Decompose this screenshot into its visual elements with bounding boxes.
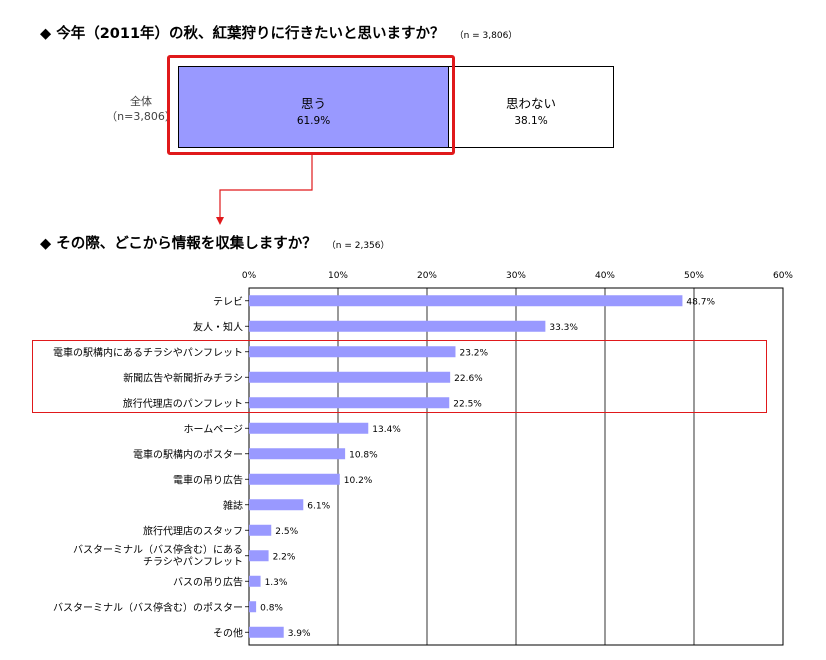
- question-1-title: ◆ 今年（2011年）の秋、紅葉狩りに行きたいと思いますか？ （n = 3,806…: [40, 26, 518, 42]
- total-label-text: 全体: [130, 95, 152, 108]
- data-label: 23.2%: [459, 348, 488, 358]
- category-label: バスターミナル（バス停含む）にある: [73, 543, 243, 556]
- bar: [249, 371, 451, 383]
- bar: [249, 397, 450, 409]
- x-tick-label: 60%: [773, 271, 793, 281]
- total-sample-size: （n=3,806）: [106, 110, 176, 123]
- stacked-segment-no: 思わない 38.1%: [448, 66, 614, 148]
- data-label: 33.3%: [549, 323, 578, 333]
- category-label: その他: [213, 626, 243, 639]
- data-label: 10.8%: [349, 450, 378, 460]
- category-label: 雑誌: [223, 499, 243, 512]
- stacked-segment-yes: 思う 61.9%: [178, 66, 449, 148]
- data-label: 48.7%: [686, 297, 715, 307]
- category-label: ホームページ: [184, 423, 244, 435]
- bar: [249, 601, 257, 613]
- x-tick-label: 0%: [242, 271, 257, 281]
- category-label: 電車の駅構内のポスター: [133, 448, 243, 461]
- bar: [249, 626, 284, 638]
- x-tick-label: 10%: [328, 271, 348, 281]
- segment-yes-label: 思う: [300, 96, 326, 111]
- x-tick-label: 30%: [506, 271, 526, 281]
- category-label: テレビ: [213, 296, 243, 308]
- x-tick-label: 40%: [595, 271, 615, 281]
- category-label: 友人・知人: [193, 320, 243, 333]
- data-label: 2.5%: [275, 527, 298, 537]
- data-label: 0.8%: [260, 603, 283, 613]
- question-2-text: その際、どこから情報を収集しますか？: [56, 236, 317, 252]
- data-label: 10.2%: [344, 476, 373, 486]
- segment-yes-percent: 61.9%: [296, 115, 331, 127]
- data-label: 6.1%: [307, 501, 330, 511]
- segment-no-percent: 38.1%: [514, 115, 548, 127]
- category-label: バスターミナル（バス停含む）のポスター: [53, 601, 243, 614]
- segment-no-label: 思わない: [505, 96, 556, 111]
- question-1-text: 今年（2011年）の秋、紅葉狩りに行きたいと思いますか？: [56, 26, 445, 42]
- connector-line: [219, 155, 313, 218]
- bar: [249, 320, 546, 332]
- category-label: 旅行代理店のスタッフ: [143, 524, 243, 537]
- data-label: 1.3%: [265, 578, 288, 588]
- data-label: 22.5%: [453, 399, 482, 409]
- x-tick-label: 50%: [684, 271, 704, 281]
- data-label: 13.4%: [372, 425, 401, 435]
- category-label: 新聞広告や新聞折みチラシ: [123, 371, 243, 384]
- category-label: 電車の吊り広告: [173, 473, 243, 486]
- category-label: バスの吊り広告: [173, 575, 243, 588]
- data-label: 22.6%: [454, 374, 483, 384]
- bar: [249, 448, 346, 460]
- bar: [249, 295, 683, 307]
- bar: [249, 550, 269, 562]
- category-label: チラシやパンフレット: [143, 556, 243, 568]
- total-label: 全体 （n=3,806）: [106, 94, 176, 124]
- bar: [249, 346, 456, 358]
- category-label: 旅行代理店のパンフレット: [123, 397, 243, 410]
- category-label: 電車の駅構内にあるチラシやパンフレット: [53, 346, 243, 359]
- bar: [249, 575, 261, 587]
- data-label: 2.2%: [273, 552, 296, 562]
- x-tick-label: 20%: [417, 271, 437, 281]
- bar: [249, 422, 369, 434]
- question-2-sample-size: （n = 2,356）: [326, 241, 390, 251]
- bar: [249, 473, 340, 485]
- connector-arrowhead: [216, 217, 224, 225]
- highlight-box-categories: [32, 340, 767, 413]
- data-label: 3.9%: [288, 629, 311, 639]
- bar: [249, 524, 272, 536]
- question-2-title: ◆ その際、どこから情報を収集しますか？ （n = 2,356）: [40, 236, 390, 252]
- question-1-sample-size: （n = 3,806）: [454, 31, 518, 41]
- bar: [249, 499, 304, 511]
- highlight-box-yes: [167, 55, 455, 155]
